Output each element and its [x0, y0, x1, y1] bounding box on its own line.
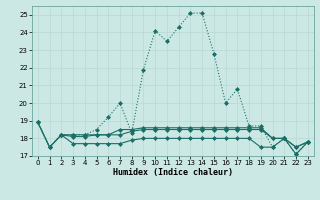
X-axis label: Humidex (Indice chaleur): Humidex (Indice chaleur) — [113, 168, 233, 177]
